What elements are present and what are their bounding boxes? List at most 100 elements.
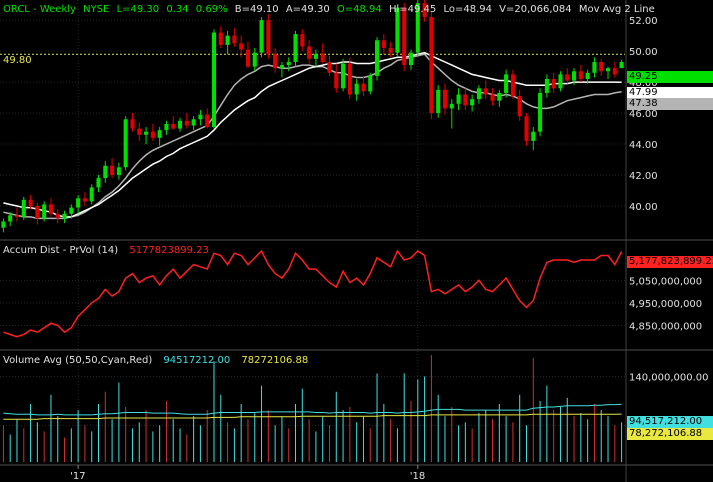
candle-body	[35, 206, 40, 219]
candle-body	[517, 96, 522, 117]
bid-value: B=49.10	[234, 4, 279, 15]
candle-body	[116, 167, 121, 176]
candle-body	[490, 94, 495, 101]
candle-body	[402, 7, 407, 66]
candle-body	[144, 131, 149, 135]
candle-body	[218, 32, 223, 45]
candle-body	[605, 68, 611, 72]
candle-body	[48, 204, 53, 214]
ad-tick-label: 4,850,000,000	[629, 321, 702, 332]
candle-body	[123, 119, 128, 168]
candle-body	[381, 40, 386, 49]
candle-body	[103, 165, 108, 179]
candle-body	[470, 99, 475, 106]
candle-body	[361, 83, 366, 92]
candle-body	[42, 204, 47, 219]
candle-body	[578, 71, 583, 79]
ad-value-tag: 5,177,823,899.23	[627, 256, 713, 268]
candle-body	[21, 199, 26, 217]
last-price-tag: 49.25	[627, 71, 713, 83]
ma-fast-tag: 47.99	[627, 87, 713, 99]
candle-body	[239, 43, 244, 50]
vol-avg1-value: 94517212.00	[163, 355, 231, 366]
candle-body	[354, 83, 359, 95]
change-value: 0.34	[166, 4, 189, 15]
level-label: 49.80	[3, 55, 32, 66]
candle-body	[184, 120, 189, 126]
candle-body	[28, 199, 33, 207]
candle-body	[266, 20, 271, 55]
candle-body	[69, 207, 74, 214]
candle-body	[497, 92, 502, 101]
vol-indicator-name[interactable]: Volume Avg (50,50,Cyan,Red)	[3, 355, 153, 366]
candle-body	[395, 7, 400, 53]
candle-body	[558, 74, 563, 89]
candle-body	[429, 17, 434, 114]
vol-avg1-tag: 94,517,212.00	[627, 416, 713, 428]
candle-body	[198, 114, 203, 120]
candle-body	[422, 3, 427, 18]
last-price: L=49.30	[116, 4, 160, 15]
candle-body	[538, 92, 543, 132]
candle-body	[82, 198, 87, 202]
exchange-label: NYSE	[83, 4, 110, 15]
candle-body	[96, 178, 101, 188]
volume-tick-label: 140,000,000.00	[629, 372, 709, 383]
candle-body	[585, 72, 590, 79]
price-tick-label: 46.00	[629, 109, 658, 120]
candle-body	[313, 54, 318, 59]
price-tick-label: 48.00	[629, 78, 658, 89]
open-value: O=48.94	[336, 4, 382, 15]
candle-body	[164, 123, 169, 131]
symbol-label[interactable]: ORCL - Weekly	[3, 4, 76, 15]
candle-body	[225, 35, 230, 45]
candle-body	[14, 215, 20, 217]
candle-body	[551, 79, 556, 89]
candle-body	[456, 94, 461, 104]
candle-body	[510, 74, 515, 97]
candle-body	[504, 74, 509, 93]
candle-body	[565, 74, 570, 81]
candle-body	[436, 89, 441, 114]
candle-body	[205, 114, 210, 128]
candle-body	[171, 123, 176, 129]
candle-body	[62, 213, 67, 219]
candle-body	[320, 54, 325, 62]
candle-body	[76, 198, 81, 208]
x-tick-label: '18	[410, 471, 425, 482]
volume-avg1-line	[3, 403, 622, 416]
accum-dist-line	[3, 249, 623, 338]
ad-tick-label: 4,950,000,000	[629, 299, 702, 310]
candle-body	[599, 61, 604, 72]
candle-body	[544, 79, 549, 93]
ad-indicator-value: 5177823899.23	[129, 245, 209, 256]
candle-body	[1, 221, 6, 228]
ma-slow-tag: 47.38	[627, 98, 713, 110]
price-tick-label: 40.00	[629, 202, 658, 213]
ask-value: A=49.30	[285, 4, 330, 15]
candle-body	[137, 128, 142, 135]
candle-body	[211, 32, 217, 128]
candle-body	[612, 68, 617, 75]
candle-body	[177, 120, 183, 129]
candle-body	[293, 34, 298, 62]
vol-avg2-tag: 78,272,106.88	[627, 428, 713, 440]
candle-body	[273, 54, 278, 69]
vol-avg2-value: 78272106.88	[241, 355, 309, 366]
ma-fast-line	[3, 51, 622, 218]
ad-tick-label: 5,050,000,000	[629, 276, 702, 287]
candle-body	[286, 61, 291, 66]
candle-body	[415, 3, 420, 53]
ad-header: Accum Dist - PrVol (14) 5177823899.23	[3, 245, 213, 257]
candle-body	[592, 61, 597, 73]
price-tick-label: 44.00	[629, 140, 658, 151]
candle-body	[483, 88, 488, 95]
candle-body	[388, 48, 393, 53]
candle-body	[259, 20, 264, 53]
candle-body	[408, 52, 414, 66]
price-tick-label: 42.00	[629, 171, 658, 182]
ad-indicator-name[interactable]: Accum Dist - PrVol (14)	[3, 245, 119, 256]
candle-body	[619, 61, 624, 69]
mov-avg-label[interactable]: Mov Avg 2 Line	[578, 4, 655, 15]
